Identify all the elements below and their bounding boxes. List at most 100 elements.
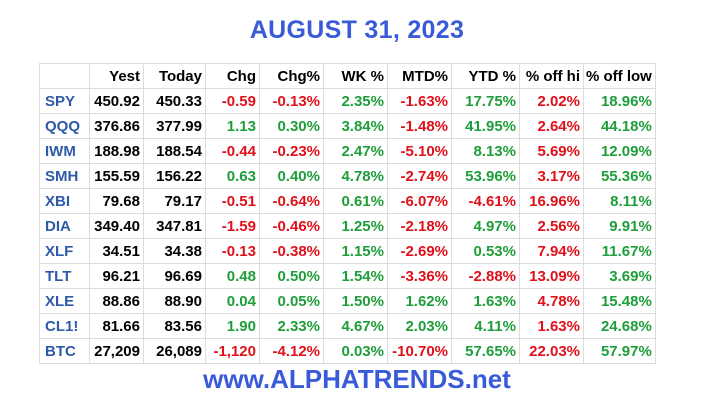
cell-chg-pct: -0.38% [259, 238, 324, 264]
cell-wk-pct: 4.67% [323, 313, 388, 339]
cell-today: 83.56 [143, 313, 206, 339]
cell-chg-pct: 0.50% [259, 263, 324, 289]
cell-symbol: SPY [39, 88, 90, 114]
cell-chg: 1.13 [205, 113, 260, 139]
market-summary-table: Yest Today Chg Chg% WK % MTD% YTD % % of… [39, 63, 656, 364]
header-ytd-pct: YTD % [451, 63, 520, 89]
cell-yest: 188.98 [89, 138, 144, 164]
cell-off-hi: 2.56% [519, 213, 584, 239]
cell-ytd-pct: -2.88% [451, 263, 520, 289]
cell-symbol: CL1! [39, 313, 90, 339]
cell-off-low: 44.18% [583, 113, 656, 139]
footer-url: www.ALPHATRENDS.net [203, 364, 511, 394]
cell-mtd-pct: -2.74% [387, 163, 452, 189]
cell-chg-pct: 0.30% [259, 113, 324, 139]
header-today: Today [143, 63, 206, 89]
table-row: QQQ 376.86 377.99 1.13 0.30% 3.84% -1.48% 41.95… [39, 113, 656, 139]
cell-off-low: 57.97% [583, 338, 656, 364]
header-yest: Yest [89, 63, 144, 89]
cell-off-hi: 4.78% [519, 288, 584, 314]
cell-ytd-pct: 1.63% [451, 288, 520, 314]
cell-off-hi: 2.02% [519, 88, 584, 114]
cell-ytd-pct: -4.61% [451, 188, 520, 214]
page-title: AUGUST 31, 2023 [249, 16, 465, 44]
table-row: XLE 88.86 88.90 0.04 0.05% 1.50% 1.62% 1.63% 4.7… [39, 288, 656, 314]
cell-yest: 34.51 [89, 238, 144, 264]
cell-wk-pct: 1.50% [323, 288, 388, 314]
cell-symbol: TLT [39, 263, 90, 289]
cell-off-low: 3.69% [583, 263, 656, 289]
cell-off-low: 11.67% [583, 238, 656, 264]
table-row: CL1! 81.66 83.56 1.90 2.33% 4.67% 2.03% 4.11% 1.… [39, 313, 656, 339]
cell-yest: 450.92 [89, 88, 144, 114]
cell-mtd-pct: -1.63% [387, 88, 452, 114]
header-symbol [39, 63, 90, 89]
header-mtd-pct: MTD% [387, 63, 452, 89]
table-row: XLF 34.51 34.38 -0.13 -0.38% 1.15% -2.69% 0.53%… [39, 238, 656, 264]
header-wk-pct: WK % [323, 63, 388, 89]
cell-off-low: 15.48% [583, 288, 656, 314]
cell-chg: -1.59 [205, 213, 260, 239]
cell-symbol: XLE [39, 288, 90, 314]
cell-today: 96.69 [143, 263, 206, 289]
table-row: IWM 188.98 188.54 -0.44 -0.23% 2.47% -5.10% 8.1… [39, 138, 656, 164]
cell-off-low: 24.68% [583, 313, 656, 339]
cell-today: 34.38 [143, 238, 206, 264]
cell-symbol: QQQ [39, 113, 90, 139]
cell-wk-pct: 3.84% [323, 113, 388, 139]
cell-symbol: SMH [39, 163, 90, 189]
cell-wk-pct: 2.35% [323, 88, 388, 114]
cell-symbol: IWM [39, 138, 90, 164]
header-off-hi: % off hi [519, 63, 584, 89]
cell-yest: 155.59 [89, 163, 144, 189]
cell-symbol: BTC [39, 338, 90, 364]
cell-off-hi: 16.96% [519, 188, 584, 214]
cell-chg-pct: 0.40% [259, 163, 324, 189]
cell-chg: 0.48 [205, 263, 260, 289]
cell-today: 26,089 [143, 338, 206, 364]
cell-mtd-pct: -3.36% [387, 263, 452, 289]
cell-chg-pct: -0.46% [259, 213, 324, 239]
cell-off-low: 18.96% [583, 88, 656, 114]
cell-wk-pct: 2.47% [323, 138, 388, 164]
cell-today: 450.33 [143, 88, 206, 114]
header-chg-pct: Chg% [259, 63, 324, 89]
cell-chg: -1,120 [205, 338, 260, 364]
cell-off-hi: 2.64% [519, 113, 584, 139]
cell-yest: 96.21 [89, 263, 144, 289]
cell-ytd-pct: 17.75% [451, 88, 520, 114]
cell-wk-pct: 4.78% [323, 163, 388, 189]
cell-today: 156.22 [143, 163, 206, 189]
cell-chg-pct: -0.13% [259, 88, 324, 114]
cell-chg-pct: -0.23% [259, 138, 324, 164]
cell-wk-pct: 0.03% [323, 338, 388, 364]
cell-chg: 0.63 [205, 163, 260, 189]
cell-chg: 1.90 [205, 313, 260, 339]
cell-mtd-pct: 1.62% [387, 288, 452, 314]
cell-chg: -0.44 [205, 138, 260, 164]
cell-chg-pct: -0.64% [259, 188, 324, 214]
header-off-low: % off low [583, 63, 656, 89]
cell-off-low: 9.91% [583, 213, 656, 239]
cell-mtd-pct: 2.03% [387, 313, 452, 339]
table-row: BTC 27,209 26,089 -1,120 -4.12% 0.03% -10.70% 5… [39, 338, 656, 364]
cell-yest: 349.40 [89, 213, 144, 239]
cell-today: 347.81 [143, 213, 206, 239]
cell-today: 79.17 [143, 188, 206, 214]
cell-off-hi: 7.94% [519, 238, 584, 264]
cell-mtd-pct: -2.18% [387, 213, 452, 239]
cell-symbol: XLF [39, 238, 90, 264]
cell-chg: -0.59 [205, 88, 260, 114]
cell-off-hi: 13.09% [519, 263, 584, 289]
cell-wk-pct: 0.61% [323, 188, 388, 214]
cell-mtd-pct: -10.70% [387, 338, 452, 364]
cell-chg-pct: -4.12% [259, 338, 324, 364]
cell-off-hi: 1.63% [519, 313, 584, 339]
header-chg: Chg [205, 63, 260, 89]
cell-yest: 376.86 [89, 113, 144, 139]
cell-chg: -0.51 [205, 188, 260, 214]
cell-symbol: XBI [39, 188, 90, 214]
table-row: SPY 450.92 450.33 -0.59 -0.13% 2.35% -1.63% 17.… [39, 88, 656, 114]
cell-wk-pct: 1.15% [323, 238, 388, 264]
cell-wk-pct: 1.54% [323, 263, 388, 289]
